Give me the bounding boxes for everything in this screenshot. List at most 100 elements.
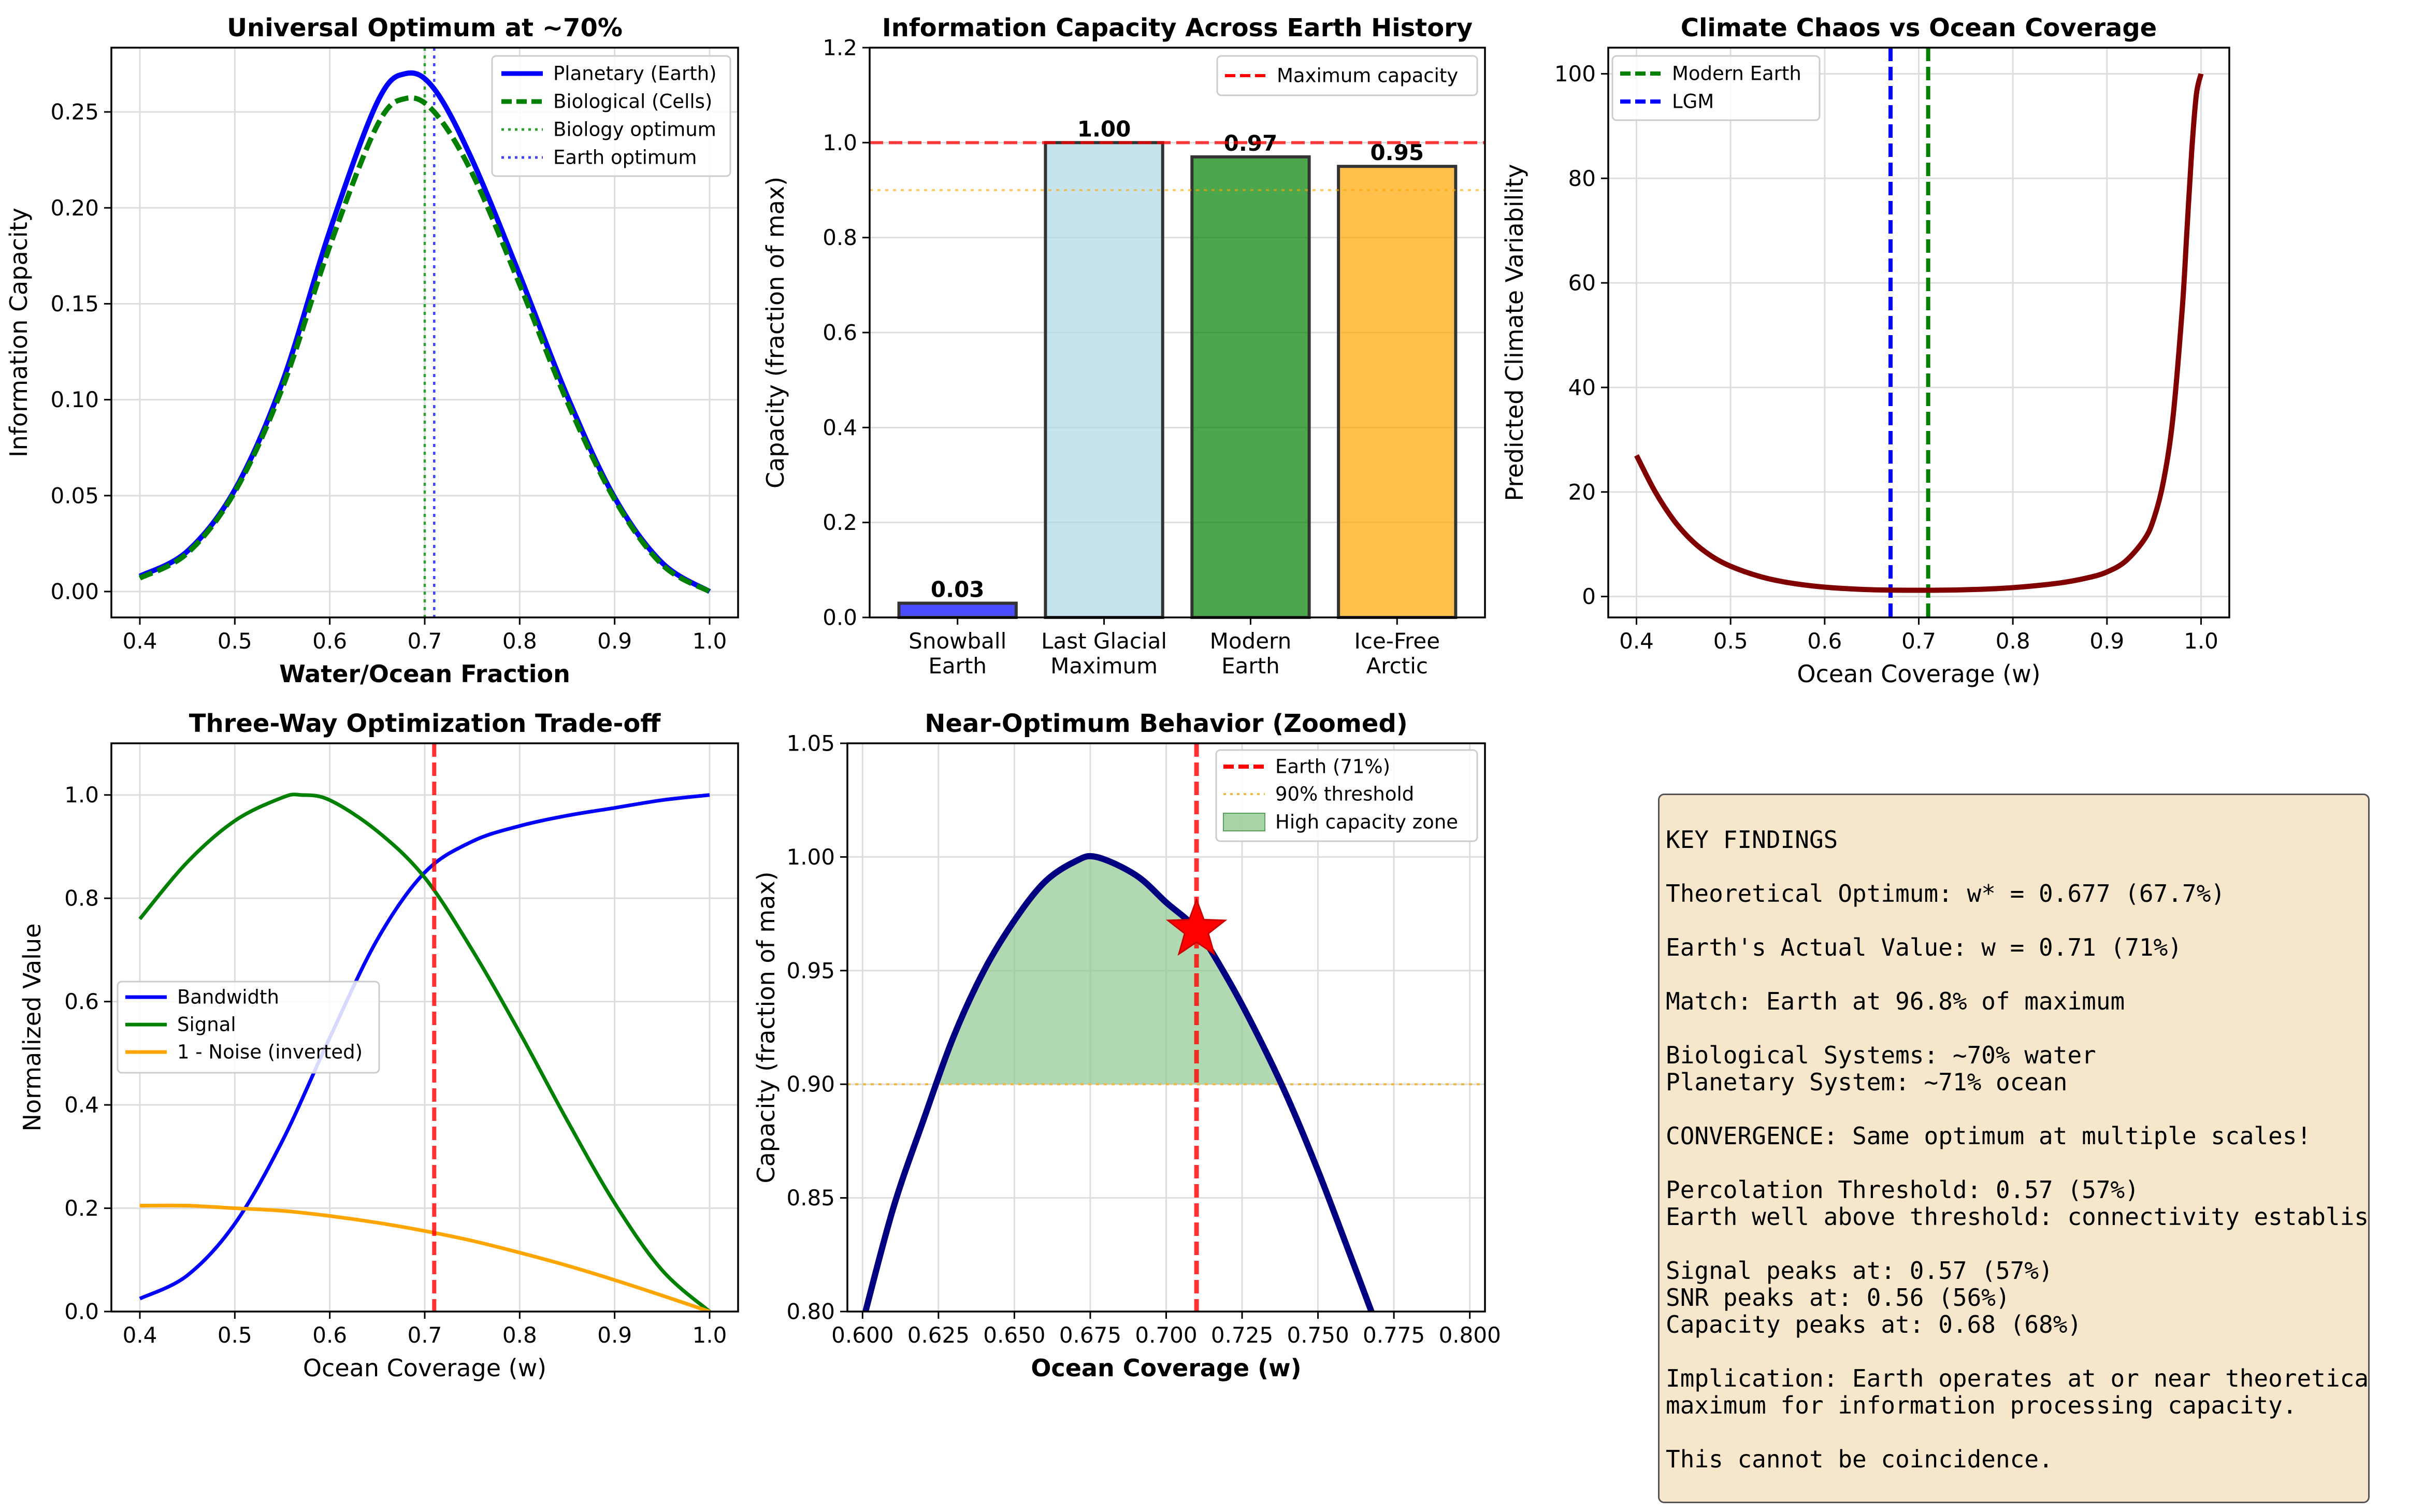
legend-noise-inverted-label: 1 - Noise (inverted) [177, 1041, 363, 1063]
findings-line: KEY FINDINGS [1666, 826, 1838, 854]
legend-high-capacity-label: High capacity zone [1275, 811, 1458, 833]
legend-box [117, 981, 380, 1074]
findings-spacer [1666, 1338, 2368, 1365]
x-tick-label: 0.650 [983, 1322, 1045, 1348]
x-tick-label: 0.6 [312, 1322, 347, 1348]
findings-line: Percolation Threshold: 0.57 (57%) [1666, 1176, 2139, 1204]
findings-line: maximum for information processing capac… [1666, 1391, 2297, 1419]
x-tick-label: 0.9 [2089, 628, 2124, 654]
legend-high-capacity-swatch [1223, 813, 1265, 831]
legend-biology-optimum-label: Biology optimum [553, 119, 716, 141]
x-tick-label: 0.4 [123, 628, 157, 654]
y-tick-label: 0.0 [823, 605, 857, 630]
y-tick-label: 1.2 [823, 35, 857, 61]
x-tick-label: 0.4 [1619, 628, 1654, 654]
x-tick-label: 0.6 [1807, 628, 1842, 654]
x-axis-label: Ocean Coverage (w) [1797, 660, 2040, 688]
x-tick-label: 1.0 [693, 1322, 727, 1348]
y-tick-label: 1.0 [823, 130, 857, 155]
series-line-capacity [862, 853, 1375, 1312]
chart-title: Climate Chaos vs Ocean Coverage [1681, 13, 2157, 42]
x-tick-label: 0.800 [1439, 1322, 1501, 1348]
y-tick-label: 0 [1582, 584, 1596, 609]
x-tick-label: 0.6 [312, 628, 347, 654]
y-tick-label: 0.8 [64, 886, 99, 911]
key-findings-box: KEY FINDINGS Theoretical Optimum: w* = 0.… [1658, 794, 2370, 1503]
x-axis-label: Ocean Coverage (w) [303, 1354, 546, 1382]
findings-line: Capacity peaks at: 0.68 (68%) [1666, 1311, 2082, 1338]
y-tick-label: 0.0 [64, 1299, 99, 1324]
legend-bandwidth-label: Bandwidth [177, 986, 279, 1009]
legend-box [1215, 749, 1478, 842]
y-tick-label: 100 [1554, 61, 1596, 87]
x-tick-label: Earth [1221, 653, 1280, 679]
findings-line: Signal peaks at: 0.57 (57%) [1666, 1257, 2053, 1285]
legend-90-threshold-label: 90% threshold [1275, 783, 1414, 805]
x-tick-label: Last Glacial [1041, 628, 1167, 654]
findings-spacer [1666, 1149, 2368, 1176]
y-axis-label: Capacity (fraction of max) [761, 177, 789, 488]
x-tick-label: 0.725 [1211, 1322, 1273, 1348]
bar-2 [1190, 155, 1311, 620]
findings-spacer [1666, 1096, 2368, 1122]
x-tick-label: 0.7 [1901, 628, 1936, 654]
findings-line: Planetary System: ~71% ocean [1666, 1068, 2068, 1096]
legend-planetary-label: Planetary (Earth) [553, 63, 717, 85]
y-tick-label: 0.8 [823, 225, 857, 250]
bar-3 [1337, 165, 1458, 619]
x-tick-label: 0.700 [1135, 1322, 1197, 1348]
findings-line: Match: Earth at 96.8% of maximum [1666, 987, 2125, 1015]
y-tick-label: 0.6 [823, 320, 857, 345]
y-axis-label: Capacity (fraction of max) [752, 871, 780, 1183]
legend-maximum-capacity-label: Maximum capacity [1277, 65, 1458, 87]
findings-line: SNR peaks at: 0.56 (56%) [1666, 1284, 2010, 1312]
y-axis-label: Predicted Climate Variability [1501, 164, 1528, 501]
x-tick-label: 0.8 [502, 628, 537, 654]
legend-signal-label: Signal [177, 1014, 236, 1036]
y-tick-label: 0.80 [786, 1299, 835, 1324]
y-tick-label: 40 [1568, 375, 1596, 400]
series-line-signal [138, 793, 711, 1312]
legend-box [1611, 55, 1821, 121]
series-line-noise-inverted [139, 1203, 711, 1312]
findings-spacer [1666, 1015, 2368, 1042]
y-tick-label: 0.05 [50, 483, 99, 508]
y-tick-label: 60 [1568, 270, 1596, 296]
y-tick-label: 0.85 [786, 1185, 835, 1211]
legend-earth-71-label: Earth (71%) [1275, 756, 1390, 778]
x-axis-label: Water/Ocean Fraction [279, 660, 570, 688]
y-tick-label: 0.90 [786, 1072, 835, 1097]
y-tick-label: 0.20 [50, 195, 99, 221]
x-tick-label: Ice-Free [1354, 628, 1440, 654]
bar-value-label: 0.03 [931, 577, 985, 602]
bar-1 [1044, 141, 1164, 620]
x-tick-label: 0.5 [218, 628, 252, 654]
x-tick-label: 0.5 [218, 1322, 252, 1348]
findings-line: Theoretical Optimum: w* = 0.677 (67.7%) [1666, 880, 2226, 908]
findings-line: Earth's Actual Value: w = 0.71 (71%) [1666, 933, 2182, 961]
y-tick-label: 1.05 [786, 731, 835, 756]
series-line-biological [138, 95, 711, 594]
x-tick-label: 0.8 [502, 1322, 537, 1348]
x-tick-label: 0.775 [1363, 1322, 1425, 1348]
bar-value-label: 0.97 [1224, 131, 1278, 156]
y-tick-label: 1.0 [64, 782, 99, 808]
y-tick-label: 80 [1568, 166, 1596, 191]
high-capacity-zone-fill [938, 857, 1282, 1085]
findings-line: CONVERGENCE: Same optimum at multiple sc… [1666, 1122, 2312, 1150]
y-tick-label: 0.95 [786, 958, 835, 983]
x-tick-label: 0.4 [123, 1322, 157, 1348]
x-tick-label: 0.5 [1713, 628, 1748, 654]
findings-line: Implication: Earth operates at or near t… [1666, 1364, 2370, 1392]
legend-earth-optimum-label: Earth optimum [553, 147, 697, 169]
findings-spacer [1666, 907, 2368, 934]
y-tick-label: 0.10 [50, 387, 99, 412]
x-tick-label: 0.7 [408, 628, 442, 654]
x-axis-label: Ocean Coverage (w) [1031, 1354, 1301, 1382]
chart-title: Near-Optimum Behavior (Zoomed) [925, 709, 1408, 738]
findings-line: Biological Systems: ~70% water [1666, 1041, 2096, 1069]
x-tick-label: Snowball [908, 628, 1006, 654]
x-tick-label: 0.750 [1287, 1322, 1349, 1348]
y-axis-label: Normalized Value [18, 924, 46, 1132]
